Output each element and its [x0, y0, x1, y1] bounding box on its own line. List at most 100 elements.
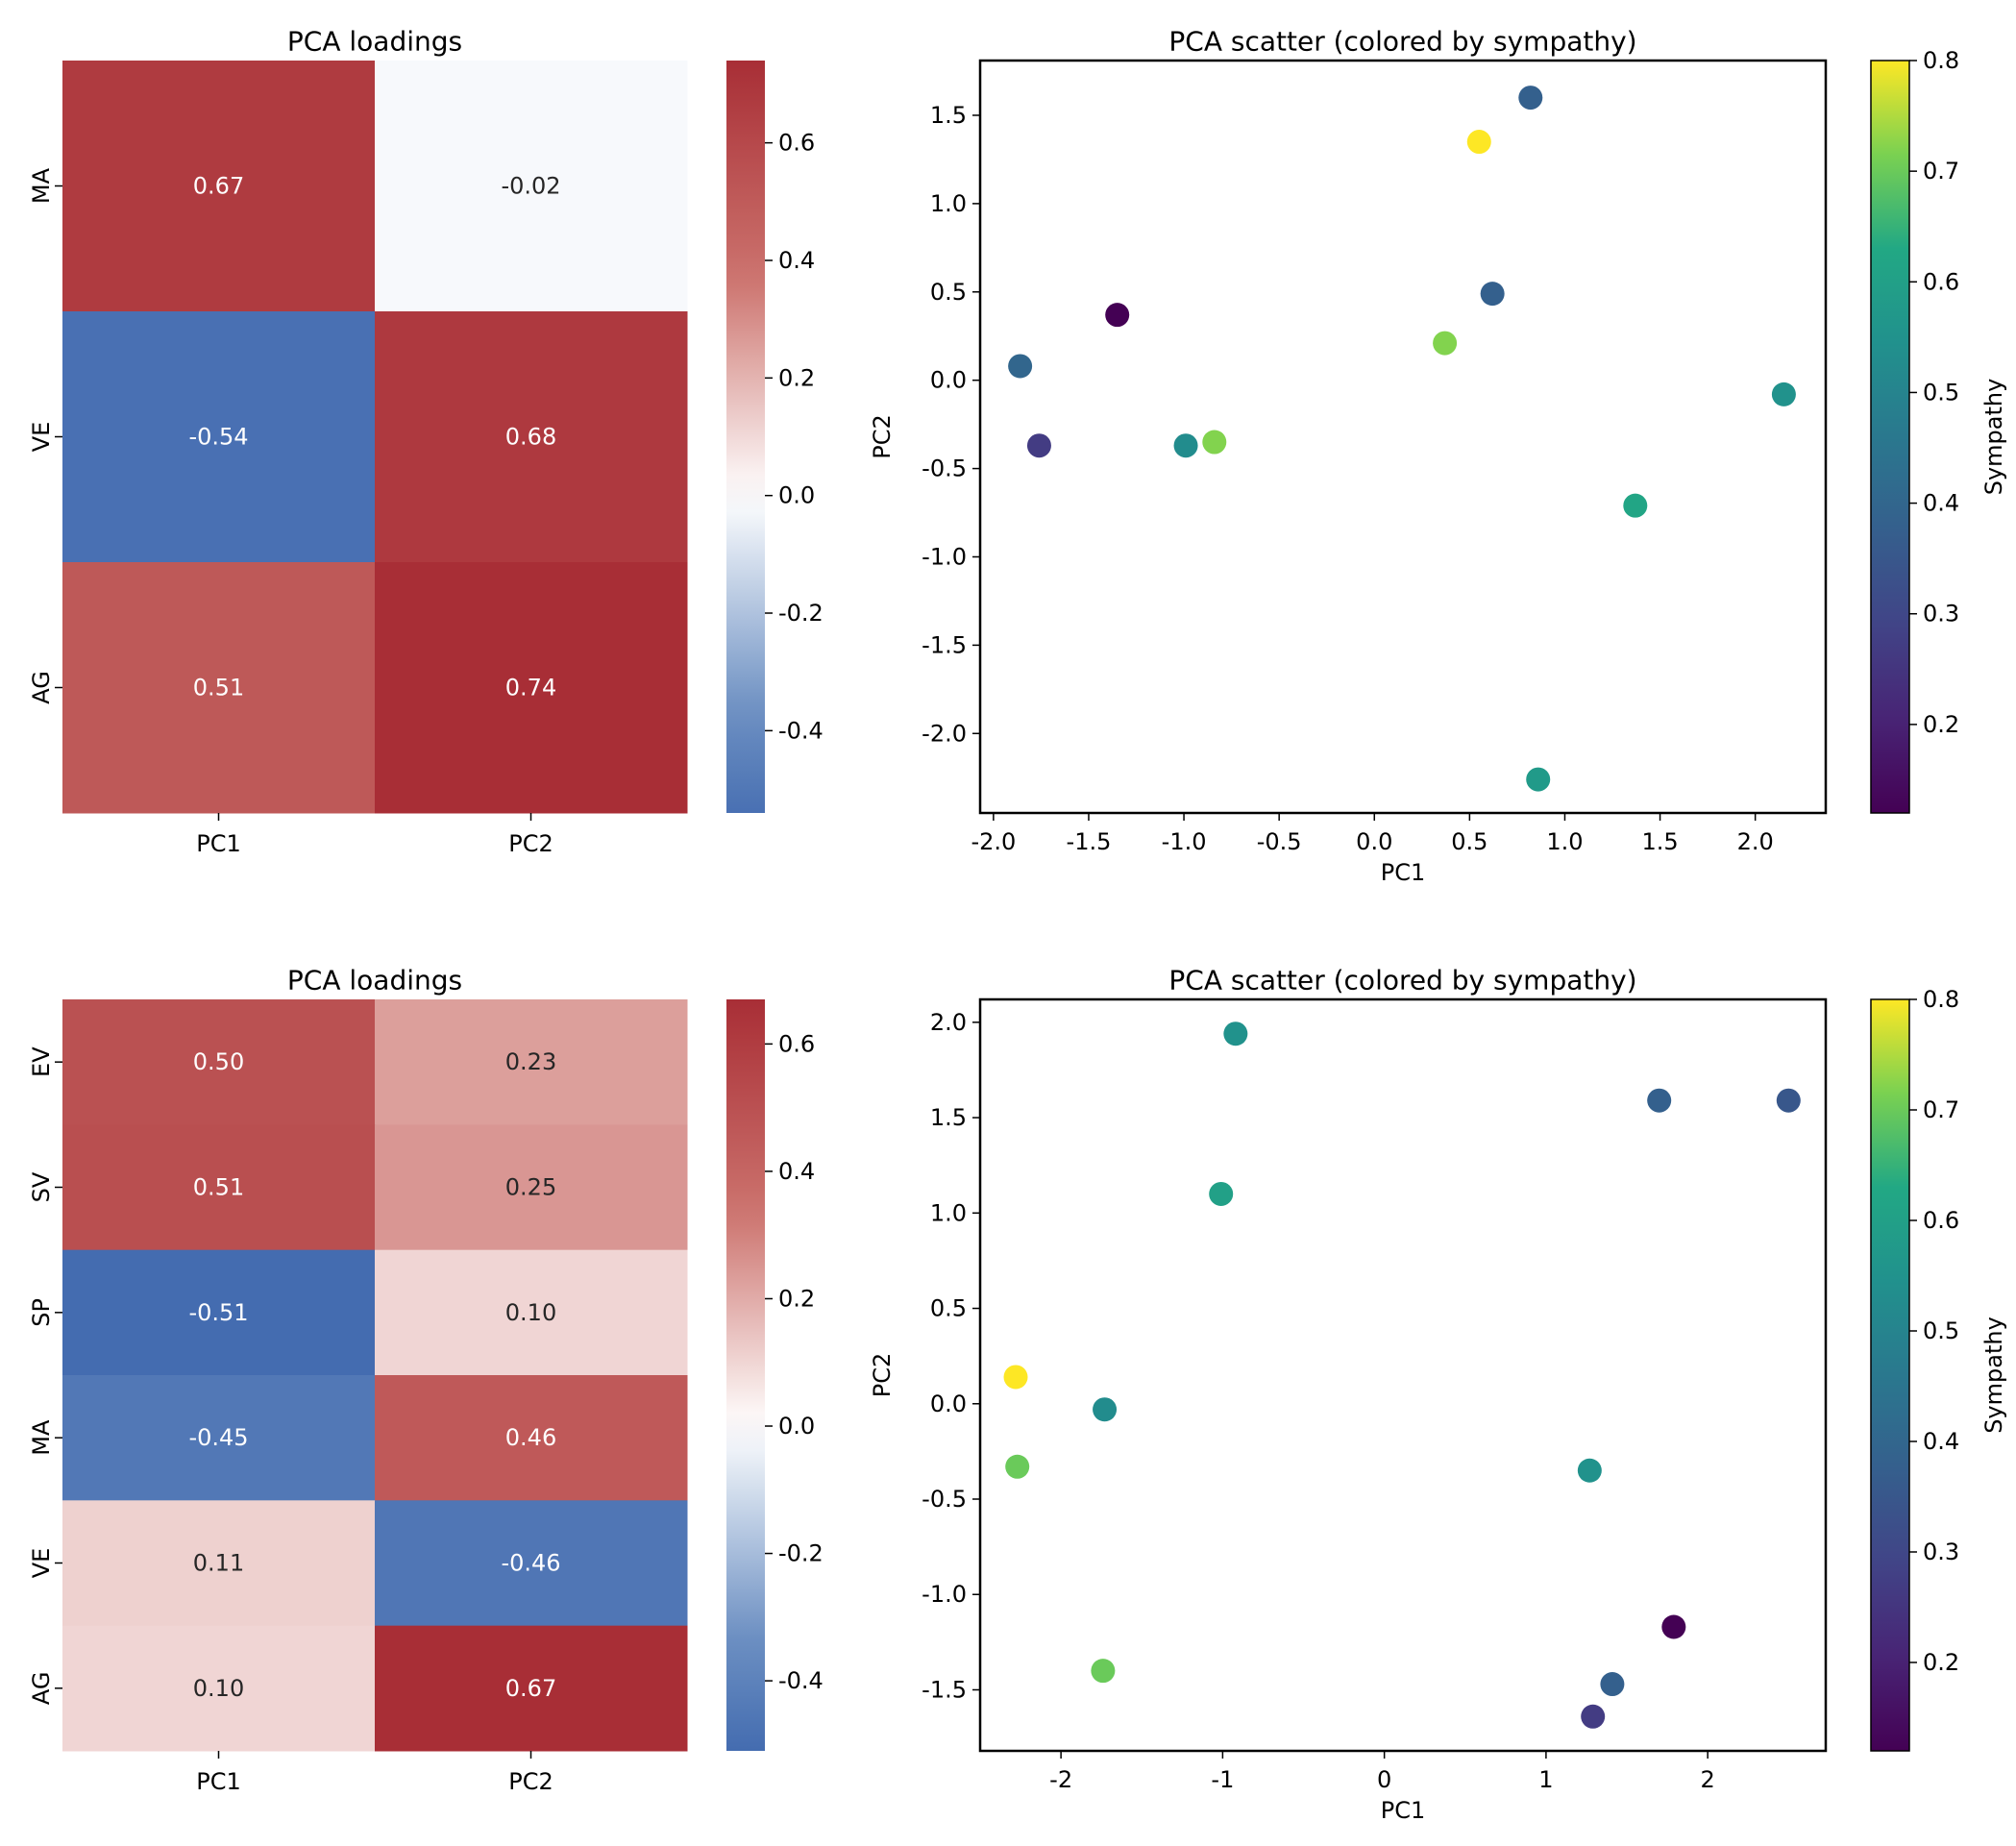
colorbar-tick-label: 0.7 — [1923, 158, 1959, 185]
heatmap-cell — [375, 1375, 688, 1501]
heatmap-cell — [375, 1124, 688, 1251]
colorbar-tick-label: 0.4 — [778, 1158, 815, 1185]
scatter-point — [1581, 1704, 1606, 1729]
row-label: SP — [28, 1298, 55, 1327]
y-tick-label: 2.0 — [930, 1009, 967, 1036]
colorbar-frame — [1870, 60, 1910, 814]
heatmap-cell — [62, 1500, 376, 1627]
plot-frame — [978, 59, 1828, 815]
heatmap-cell-label: 0.68 — [505, 424, 556, 451]
heatmap-cell — [375, 311, 688, 563]
row-label: MA — [28, 1419, 55, 1456]
colorbar: 0.2 0.3 0.4 0.5 0.6 0.7 0.8 Sympathy — [1870, 47, 2007, 814]
heatmap-cell-label: 0.51 — [193, 1174, 244, 1201]
x-tick-label: -0.5 — [1257, 828, 1302, 855]
colorbar-tick-label: 0.0 — [778, 1413, 815, 1440]
row-label: MA — [28, 167, 55, 204]
heatmap-cell-label: 0.10 — [505, 1299, 556, 1326]
scatter-point — [1466, 130, 1491, 155]
colorbar-fill — [726, 999, 765, 1751]
x-tick-label: -1.5 — [1067, 828, 1112, 855]
colorbar-tick-label: 0.6 — [778, 1030, 815, 1057]
colorbar-fill — [726, 61, 765, 813]
scatter-point — [1623, 493, 1648, 518]
row-label: AG — [28, 671, 55, 704]
scatter-point — [1577, 1458, 1602, 1483]
colorbar: 0.2 0.3 0.4 0.5 0.6 0.7 0.8 Sympathy — [1870, 986, 2007, 1752]
scatter-point — [1091, 1659, 1116, 1684]
colorbar-tick-label: 0.0 — [778, 482, 815, 509]
y-tick-label: 1.0 — [930, 190, 967, 217]
row-label: VE — [28, 422, 55, 453]
heatmap-cell — [375, 999, 688, 1125]
scatter-point — [1209, 1181, 1234, 1206]
heatmap-cell — [62, 999, 376, 1125]
heatmap-cell — [62, 61, 376, 312]
heatmap-cell-label: 0.74 — [505, 675, 556, 701]
heatmap-cell-label: -0.02 — [501, 173, 560, 200]
row-label: SV — [28, 1171, 55, 1202]
y-tick-label: 1.5 — [930, 1104, 967, 1131]
colorbar-tick-label: 0.6 — [1923, 1207, 1959, 1234]
scatter-point — [1776, 1088, 1801, 1113]
colorbar-tick-label: 0.7 — [1923, 1096, 1959, 1123]
colorbar-tick-label: -0.4 — [778, 1667, 824, 1694]
y-tick-label: -1.0 — [922, 1581, 967, 1608]
heatmap-cell-label: 0.23 — [505, 1048, 556, 1075]
colorbar-tick-label: 0.8 — [1923, 986, 1959, 1013]
heatmap-cell-label: -0.54 — [188, 424, 248, 451]
x-axis-label: PC1 — [1381, 1797, 1426, 1824]
col-label: PC2 — [508, 830, 553, 857]
y-tick-label: -1.5 — [922, 1676, 967, 1703]
scatter-point — [1093, 1397, 1118, 1422]
colorbar-label: Sympathy — [1980, 379, 2007, 496]
heatmap-cell-label: 0.67 — [193, 173, 244, 200]
col-label: PC1 — [196, 1768, 241, 1795]
heatmap-title: PCA loadings — [287, 26, 462, 58]
colorbar-fill — [1871, 61, 1909, 813]
x-tick-label: 1.5 — [1641, 828, 1678, 855]
colorbar-tick-label: 0.6 — [778, 130, 815, 157]
heatmap-cell — [375, 1249, 688, 1376]
scatter-point — [1223, 1021, 1248, 1046]
heatmap-cell — [62, 562, 376, 814]
y-tick-label: -0.5 — [922, 455, 967, 482]
colorbar-tick-label: -0.4 — [778, 717, 824, 744]
y-tick-label: 0.0 — [930, 1391, 967, 1417]
scatter-panel-1: PCA scatter (colored by sympathy) -2.0 -1.… — [869, 26, 2007, 887]
x-tick-label: -2.0 — [971, 828, 1016, 855]
row-label: VE — [28, 1548, 55, 1579]
scatter-panel-3: PCA scatter (colored by sympathy) -2 -1 0 1 2… — [869, 965, 2007, 1825]
heatmap-panel-2: PCA loadings 0.50 0.23 0.51 0.25 -0.51 0.10 -0.… — [28, 965, 824, 1796]
y-axis-label: PC2 — [869, 1353, 896, 1398]
scatter-point — [1202, 430, 1227, 455]
heatmap-cell — [62, 1249, 376, 1376]
scatter-point — [1661, 1614, 1686, 1639]
y-tick-label: 0.5 — [930, 279, 967, 306]
y-tick-label: 0.0 — [930, 367, 967, 394]
scatter-point — [1026, 433, 1051, 458]
heatmap-cell-label: 0.50 — [193, 1048, 244, 1075]
heatmap-cell — [375, 1500, 688, 1627]
heatmap-cell — [375, 61, 688, 312]
colorbar: -0.4 -0.2 0.0 0.2 0.4 0.6 — [726, 61, 824, 813]
scatter-point — [1647, 1088, 1672, 1113]
heatmap-cell — [62, 1375, 376, 1501]
colorbar-tick-label: -0.2 — [778, 600, 824, 627]
colorbar-tick-label: -0.2 — [778, 1540, 824, 1567]
y-tick-label: -2.0 — [922, 720, 967, 747]
colorbar: -0.4 -0.2 0.0 0.2 0.4 0.6 — [726, 999, 824, 1751]
colorbar-tick-label: 0.5 — [1923, 1317, 1959, 1344]
heatmap-cell-label: 0.51 — [193, 675, 244, 701]
y-tick-label: -1.5 — [922, 631, 967, 658]
x-tick-label: 1 — [1538, 1766, 1553, 1793]
x-tick-label: 0 — [1377, 1766, 1391, 1793]
heatmap-cell — [62, 1124, 376, 1251]
heatmap-title: PCA loadings — [287, 965, 462, 997]
colorbar-fill — [1871, 999, 1909, 1751]
colorbar-tick-label: 0.6 — [1923, 268, 1959, 295]
scatter-point — [1105, 303, 1130, 328]
colorbar-label: Sympathy — [1980, 1317, 2007, 1434]
x-tick-label: 1.0 — [1546, 828, 1583, 855]
